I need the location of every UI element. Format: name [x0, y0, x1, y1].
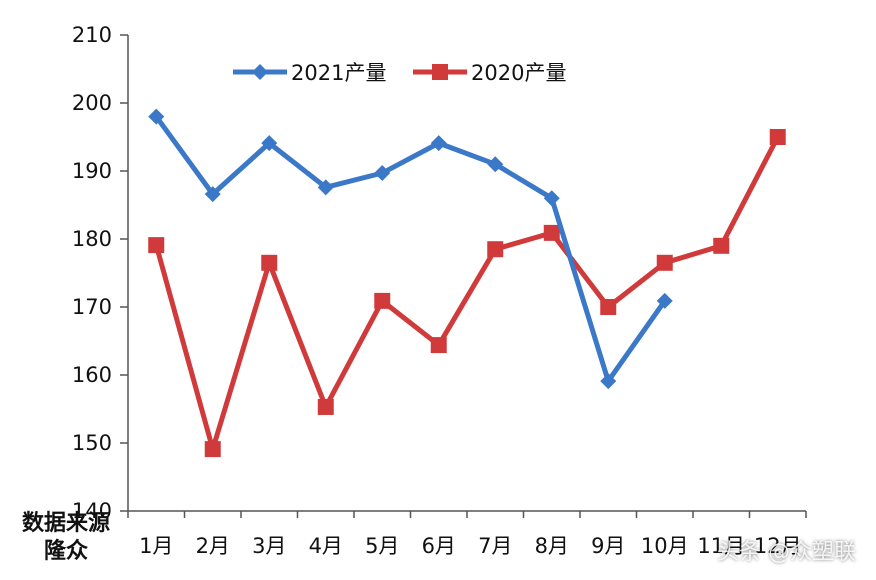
square-marker — [148, 237, 165, 254]
source-line-2: 隆众 — [44, 539, 89, 564]
diamond-marker — [204, 186, 221, 203]
x-tick-label: 3月 — [252, 534, 286, 558]
y-tick-label: 150 — [72, 431, 112, 455]
x-tick-label: 12月 — [754, 534, 802, 558]
y-tick-label: 180 — [72, 227, 112, 251]
diamond-marker — [252, 64, 268, 80]
diamond-marker — [543, 190, 560, 207]
x-tick-label: 5月 — [365, 534, 399, 558]
x-tick-label: 2月 — [196, 534, 230, 558]
legend: 2021产量 2020产量 — [233, 61, 566, 85]
x-tick-label: 1月 — [139, 534, 173, 558]
diamond-marker — [487, 156, 504, 173]
diamond-marker — [374, 165, 391, 182]
square-marker — [317, 398, 334, 415]
legend-item: 2021产量 — [233, 61, 386, 85]
axes — [127, 35, 806, 512]
x-tick-label: 8月 — [535, 534, 569, 558]
watermark: 头条 @众塑联 — [717, 540, 856, 565]
y-tick-label: 190 — [72, 159, 112, 183]
x-tick-label: 7月 — [478, 534, 512, 558]
x-tick-label: 4月 — [309, 534, 343, 558]
square-marker — [656, 254, 673, 271]
square-marker — [374, 292, 391, 309]
x-tick-label: 6月 — [422, 534, 456, 558]
series-2021产量 — [148, 108, 673, 390]
data-source-note: 数据来源 隆众 — [22, 510, 110, 566]
legend-label: 2020产量 — [471, 61, 566, 85]
x-tick-label: 11月 — [697, 534, 745, 558]
square-marker — [769, 129, 786, 145]
y-tick-label: 200 — [72, 91, 112, 115]
y-tick-label: 210 — [72, 23, 112, 47]
x-tick-label: 9月 — [591, 534, 625, 558]
legend-item: 2020产量 — [413, 61, 566, 85]
series-line — [153, 135, 780, 452]
y-tick-label: 170 — [72, 295, 112, 319]
y-tick-label: 140 — [72, 499, 112, 523]
square-marker — [261, 254, 278, 271]
square-marker — [204, 441, 221, 458]
diamond-marker — [430, 135, 447, 152]
x-tick-label: 10月 — [641, 534, 689, 558]
square-marker — [487, 241, 504, 258]
diamond-marker — [656, 292, 673, 309]
source-line-1: 数据来源 — [22, 511, 111, 536]
diamond-marker — [148, 108, 165, 125]
legend-label: 2021产量 — [291, 61, 386, 85]
y-axis-ticks: 140 150 160 170 180 190 200 210 — [72, 23, 128, 523]
square-marker — [430, 337, 447, 354]
square-marker — [713, 237, 730, 254]
series-2020产量 — [148, 129, 786, 458]
square-marker — [600, 299, 617, 315]
x-axis-ticks: 1月 2月 3月 4月 5月 6月 7月 8月 9月 10月 11月 12月 — [127, 511, 807, 558]
diamond-marker — [261, 135, 278, 152]
series-line — [154, 115, 667, 384]
diamond-marker — [600, 373, 617, 390]
series-lines — [148, 108, 786, 458]
square-marker — [543, 224, 560, 241]
diamond-marker — [317, 179, 334, 196]
y-tick-label: 160 — [72, 363, 112, 387]
square-marker — [432, 64, 448, 80]
